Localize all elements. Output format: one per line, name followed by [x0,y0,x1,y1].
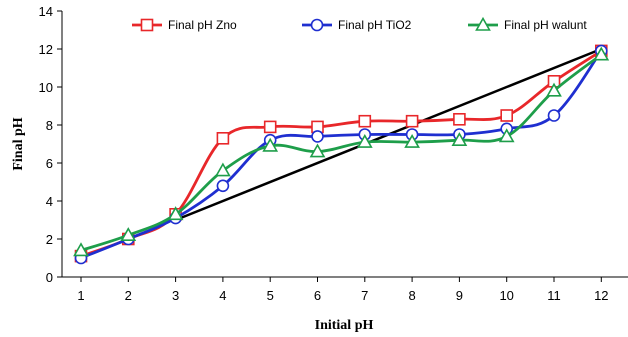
data-point [216,179,230,193]
data-point [593,46,610,61]
y-tick-label: 2 [46,232,53,247]
data-point [120,227,137,241]
x-tick-label: 10 [499,288,513,303]
series-layer [73,44,610,265]
data-point [405,114,419,128]
data-point [262,137,279,152]
data-point [311,130,324,143]
data-point [498,128,515,143]
data-point [215,162,231,177]
y-tick-label: 14 [39,4,53,19]
x-ticks: 1 2 3 4 5 6 7 8 9 10 11 12 [77,277,609,303]
data-point [500,109,514,122]
x-axis-title: Initial pH [315,318,374,333]
data-point [453,113,466,126]
data-point [404,133,420,148]
data-point [73,242,89,257]
legend-label: Final pH TiO2 [338,18,412,32]
legend-marker [140,18,154,32]
y-ticks: 0 2 4 6 8 10 12 14 [39,4,62,285]
y-axis-title: Final pH [11,117,26,170]
legend-marker [310,18,324,32]
data-point [451,132,468,146]
legend-label: Final pH Zno [168,18,237,32]
x-tick-label: 4 [219,288,226,303]
y-tick-label: 6 [46,156,53,171]
x-tick-label: 1 [77,288,84,303]
legend-marker [475,16,491,31]
data-point [356,133,373,148]
x-tick-label: 5 [267,288,274,303]
y-tick-label: 10 [39,80,53,95]
x-tick-label: 9 [456,288,463,303]
y-tick-label: 8 [46,118,53,133]
data-point [547,109,561,122]
x-tick-label: 3 [172,288,179,303]
x-tick-label: 11 [547,288,561,303]
x-tick-label: 12 [594,288,608,303]
data-point [309,143,326,158]
x-tick-label: 7 [361,288,368,303]
axes [61,11,628,278]
data-point [167,206,184,221]
y-tick-label: 0 [46,270,53,285]
x-tick-label: 6 [314,288,321,303]
legend-label: Final pH walunt [504,18,587,32]
data-point [263,120,277,134]
y-tick-label: 12 [39,42,53,57]
y-tick-label: 4 [46,194,53,209]
legend: Final pH Zno Final pH TiO2 Final pH walunt [132,16,587,32]
data-point [546,82,562,97]
x-tick-label: 2 [125,288,132,303]
data-point [358,114,372,128]
series-triangle [73,46,610,257]
data-point [216,132,230,145]
x-tick-label: 8 [408,288,415,303]
